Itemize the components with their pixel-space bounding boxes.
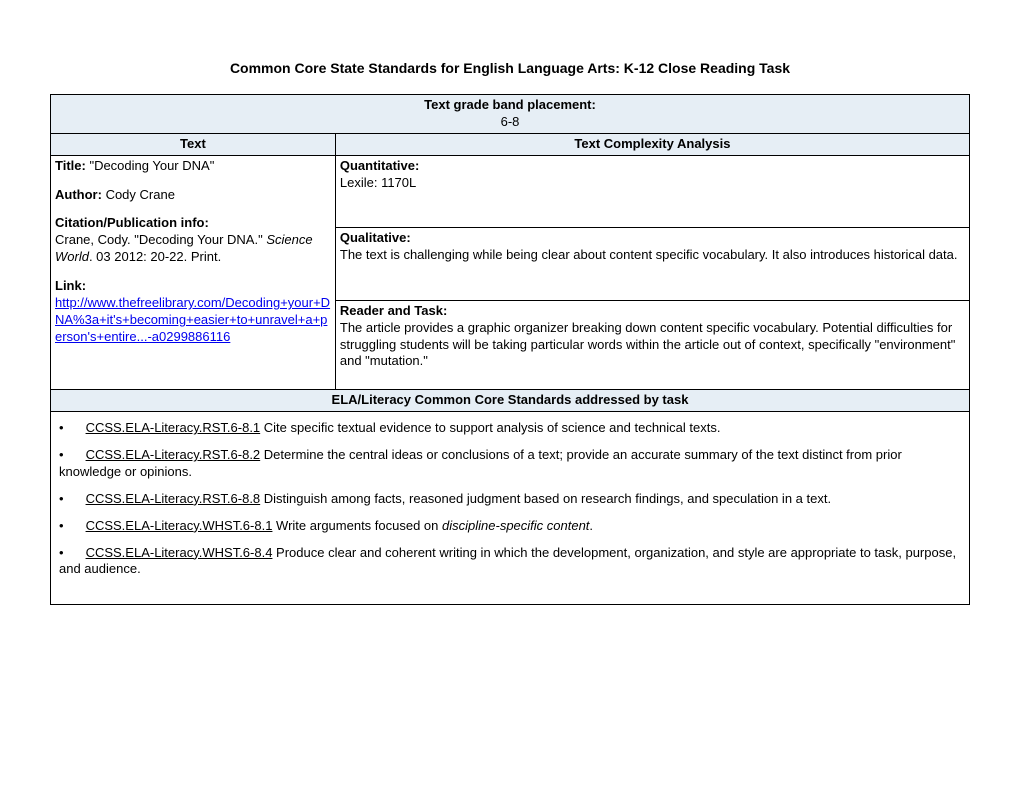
standard-code: CCSS.ELA-Literacy.WHST.6-8.1	[86, 518, 273, 533]
qualitative-cell: Qualitative: The text is challenging whi…	[335, 228, 969, 301]
standards-header: ELA/Literacy Common Core Standards addre…	[51, 390, 970, 412]
text-author-value: Cody Crane	[106, 187, 175, 202]
standard-code: CCSS.ELA-Literacy.RST.6-8.2	[86, 447, 261, 462]
bullet-icon: •	[59, 545, 86, 560]
standards-cell: •CCSS.ELA-Literacy.RST.6-8.1 Cite specif…	[51, 412, 970, 605]
text-title-value: "Decoding Your DNA"	[89, 158, 214, 173]
standard-item: •CCSS.ELA-Literacy.WHST.6-8.4 Produce cl…	[59, 545, 961, 579]
text-info-cell: Title: "Decoding Your DNA" Author: Cody …	[51, 155, 336, 390]
reader-task-label: Reader and Task:	[340, 303, 447, 318]
bullet-icon: •	[59, 491, 86, 506]
grade-band-value: 6-8	[501, 114, 520, 129]
bullet-icon: •	[59, 420, 86, 435]
bullet-icon: •	[59, 518, 86, 533]
quantitative-text: Lexile: 1170L	[340, 175, 416, 190]
reader-task-text: The article provides a graphic organizer…	[340, 320, 955, 369]
standard-text-post: .	[589, 518, 593, 533]
text-citation-label: Citation/Publication info:	[55, 215, 209, 230]
standard-text: Cite specific textual evidence to suppor…	[260, 420, 720, 435]
standard-code: CCSS.ELA-Literacy.RST.6-8.8	[86, 491, 261, 506]
text-citation-pre: Crane, Cody. "Decoding Your DNA."	[55, 232, 266, 247]
standard-item: •CCSS.ELA-Literacy.RST.6-8.1 Cite specif…	[59, 420, 961, 437]
qualitative-label: Qualitative:	[340, 230, 411, 245]
main-table: Text grade band placement: 6-8 Text Text…	[50, 94, 970, 605]
standard-text: Write arguments focused on	[272, 518, 442, 533]
standard-item: •CCSS.ELA-Literacy.RST.6-8.8 Distinguish…	[59, 491, 961, 508]
quantitative-cell: Quantitative: Lexile: 1170L	[335, 155, 969, 228]
analysis-column-header: Text Complexity Analysis	[335, 133, 969, 155]
text-citation-post: . 03 2012: 20-22. Print.	[89, 249, 221, 264]
standard-text: Distinguish among facts, reasoned judgme…	[260, 491, 831, 506]
standard-code: CCSS.ELA-Literacy.WHST.6-8.4	[86, 545, 273, 560]
text-author-label: Author:	[55, 187, 102, 202]
standard-text-italic: discipline-specific content	[442, 518, 589, 533]
text-column-header: Text	[51, 133, 336, 155]
text-link-label: Link:	[55, 278, 86, 293]
bullet-icon: •	[59, 447, 86, 462]
grade-band-label: Text grade band placement:	[424, 97, 596, 112]
standard-code: CCSS.ELA-Literacy.RST.6-8.1	[86, 420, 261, 435]
grade-band-header: Text grade band placement: 6-8	[51, 95, 970, 134]
standard-item: •CCSS.ELA-Literacy.RST.6-8.2 Determine t…	[59, 447, 961, 481]
document-title: Common Core State Standards for English …	[50, 60, 970, 76]
text-title-label: Title:	[55, 158, 86, 173]
standard-item: •CCSS.ELA-Literacy.WHST.6-8.1 Write argu…	[59, 518, 961, 535]
text-link[interactable]: http://www.thefreelibrary.com/Decoding+y…	[55, 295, 330, 344]
quantitative-label: Quantitative:	[340, 158, 419, 173]
reader-task-cell: Reader and Task: The article provides a …	[335, 300, 969, 389]
qualitative-text: The text is challenging while being clea…	[340, 247, 958, 262]
